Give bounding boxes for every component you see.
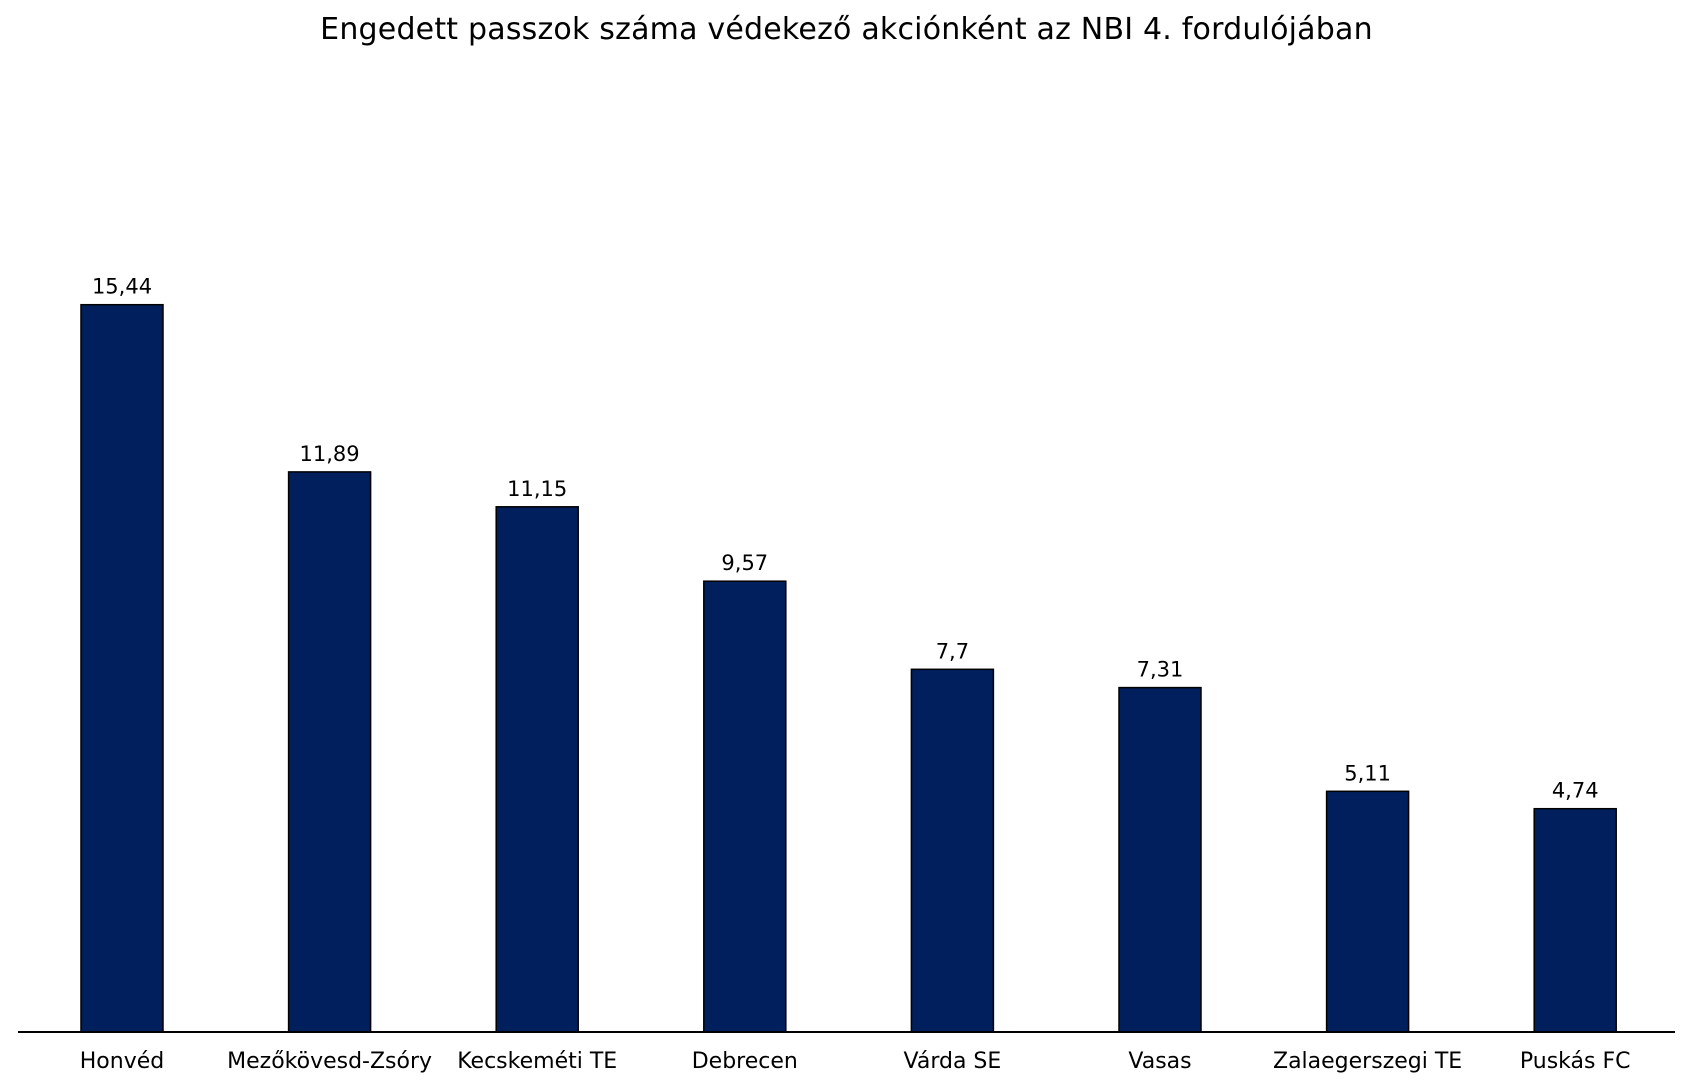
category-label-7: Puskás FC xyxy=(1520,1049,1631,1074)
category-label-4: Várda SE xyxy=(904,1049,1002,1074)
value-label-0: 15,44 xyxy=(92,275,152,299)
bar-3 xyxy=(703,580,787,1033)
value-label-3: 9,57 xyxy=(721,551,768,575)
category-label-2: Kecskeméti TE xyxy=(457,1049,617,1074)
category-label-6: Zalaegerszegi TE xyxy=(1273,1049,1462,1074)
bar-7 xyxy=(1533,807,1617,1033)
bar-1 xyxy=(287,471,372,1033)
category-label-1: Mezőkövesd-Zsóry xyxy=(227,1049,432,1074)
bar-0 xyxy=(80,303,164,1033)
category-labels-layer: Honvéd Mezőkövesd-Zsóry Kecskeméti TE Debre… xyxy=(80,1049,1631,1074)
value-label-2: 11,15 xyxy=(507,477,567,501)
bar-5 xyxy=(1118,686,1202,1033)
bar-4 xyxy=(910,668,995,1033)
category-label-0: Honvéd xyxy=(80,1049,164,1074)
value-label-5: 7,31 xyxy=(1137,658,1184,682)
value-label-4: 7,7 xyxy=(936,639,969,663)
category-label-3: Debrecen xyxy=(692,1049,798,1074)
category-label-5: Vasas xyxy=(1128,1049,1191,1074)
bar-2 xyxy=(495,506,579,1033)
value-labels-layer: 15,44 11,89 11,15 9,57 7,7 7,31 5,11 4,74 xyxy=(92,275,1599,803)
chart-title: Engedett passzok száma védekező akciónké… xyxy=(320,12,1373,47)
value-label-1: 11,89 xyxy=(300,442,360,466)
bars-layer xyxy=(80,303,1617,1033)
bar-6 xyxy=(1325,790,1410,1033)
value-label-7: 4,74 xyxy=(1552,779,1599,803)
value-label-6: 5,11 xyxy=(1344,761,1391,785)
